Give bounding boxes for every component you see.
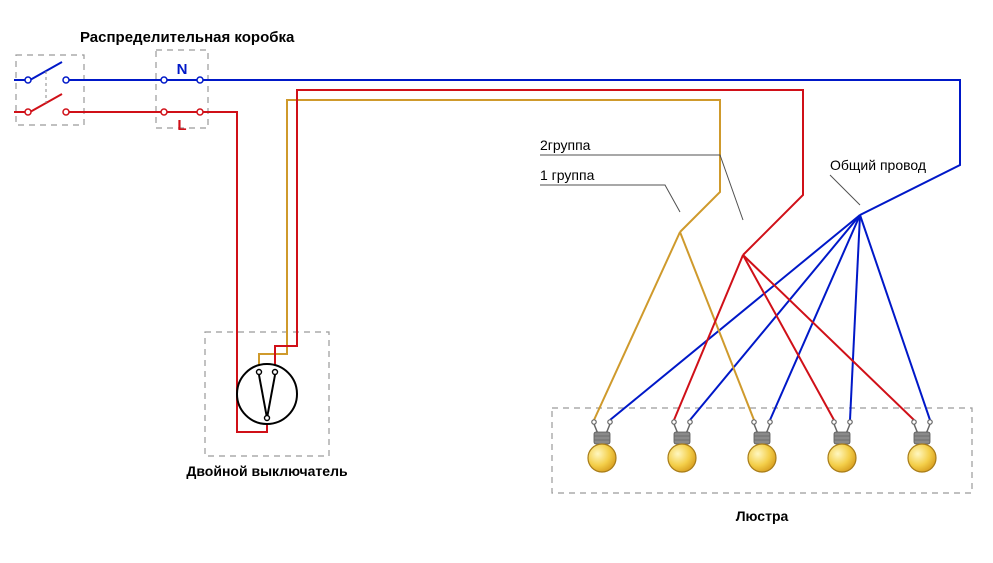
terminal: [63, 77, 69, 83]
group2-drop-4: [743, 255, 914, 420]
group2-drop-1: [674, 255, 743, 420]
junction-box-label: Распределительная коробка: [80, 29, 295, 46]
group2-label: 2группа: [540, 137, 591, 153]
group2-wire-main: [275, 90, 803, 370]
terminal: [63, 109, 69, 115]
bulb-3: [828, 420, 856, 472]
neutral-label: N: [177, 61, 188, 78]
switch-common: [265, 416, 270, 421]
common-drop-3: [850, 215, 860, 420]
junction-terminal: [197, 109, 203, 115]
switch-contact-1: [257, 370, 262, 375]
leader-group2: [540, 155, 743, 220]
leader-common: [830, 175, 860, 205]
bulb-1: [668, 420, 696, 472]
common-drop-2: [770, 215, 860, 420]
bulb-2: [748, 420, 776, 472]
group1-wire-main: [259, 100, 720, 370]
bulb-0: [588, 420, 616, 472]
junction-terminal: [161, 77, 167, 83]
common-drop-0: [610, 215, 860, 420]
terminal: [25, 109, 31, 115]
group1-drop-0: [594, 232, 680, 420]
chandelier-label: Люстра: [736, 508, 789, 524]
junction-terminal: [161, 109, 167, 115]
bulb-4: [908, 420, 936, 472]
switch-contact-2: [273, 370, 278, 375]
common-drop-4: [860, 215, 930, 420]
line-label: L: [177, 117, 186, 134]
group1-drop-2: [680, 232, 754, 420]
junction-terminal: [197, 77, 203, 83]
group1-label: 1 группа: [540, 167, 595, 183]
double-switch-label: Двойной выключатель: [186, 463, 348, 479]
leader-group1: [540, 185, 680, 212]
terminal: [25, 77, 31, 83]
common-drop-1: [690, 215, 860, 420]
common-wire-label: Общий провод: [830, 157, 926, 173]
group2-drop-3: [743, 255, 834, 420]
